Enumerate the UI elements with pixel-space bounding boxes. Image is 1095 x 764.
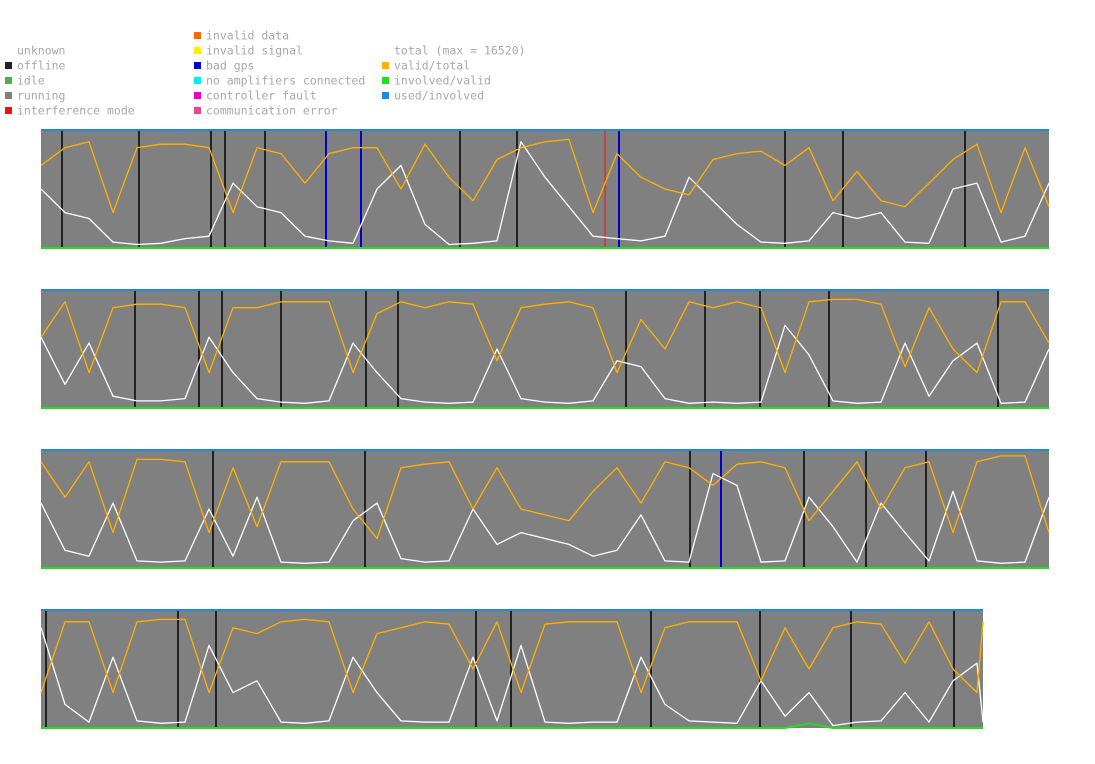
- legend-label: invalid signal: [206, 44, 303, 58]
- series-line: [40, 324, 1050, 404]
- series-line: [40, 138, 1050, 214]
- legend-label: running: [17, 89, 65, 103]
- legend-swatch: [382, 92, 389, 99]
- legend-label: no amplifiers connected: [206, 74, 365, 88]
- series-line: [41, 722, 983, 729]
- series-line: [40, 472, 1050, 564]
- legend-label: total (max = 16520): [394, 44, 526, 58]
- series-line: [40, 455, 1050, 540]
- legend-swatch: [5, 107, 12, 114]
- legend-swatch: [382, 62, 389, 69]
- legend-label: involved/valid: [394, 74, 491, 88]
- legend-label: unknown: [17, 44, 65, 58]
- legend-label: controller fault: [206, 89, 317, 103]
- legend-swatch: [382, 77, 389, 84]
- legend-swatch: [194, 62, 201, 69]
- series-line: [40, 298, 1050, 374]
- series-line: [40, 141, 1050, 246]
- legend-swatch: [194, 47, 201, 54]
- legend-swatch: [5, 62, 12, 69]
- legend-label: bad gps: [206, 59, 254, 73]
- legend-swatch: [5, 47, 12, 54]
- legend-swatch: [382, 47, 389, 54]
- legend-swatch: [194, 107, 201, 114]
- legend-label: offline: [17, 59, 66, 73]
- legend-swatch: [5, 92, 12, 99]
- legend-label: invalid data: [206, 29, 289, 43]
- strip-background: [41, 450, 1049, 568]
- legend-swatch: [5, 77, 12, 84]
- legend-swatch: [194, 77, 201, 84]
- series-line: [40, 618, 984, 694]
- legend-label: valid/total: [394, 59, 470, 73]
- legend-label: used/involved: [394, 89, 484, 103]
- strip-background: [41, 130, 1049, 248]
- legend-label: interference mode: [17, 104, 135, 118]
- legend-swatch: [194, 32, 201, 39]
- legend-label: idle: [17, 74, 45, 88]
- legend-label: communication error: [206, 104, 338, 118]
- legend-swatch: [194, 92, 201, 99]
- strip-background: [41, 290, 1049, 408]
- series-line: [40, 627, 984, 727]
